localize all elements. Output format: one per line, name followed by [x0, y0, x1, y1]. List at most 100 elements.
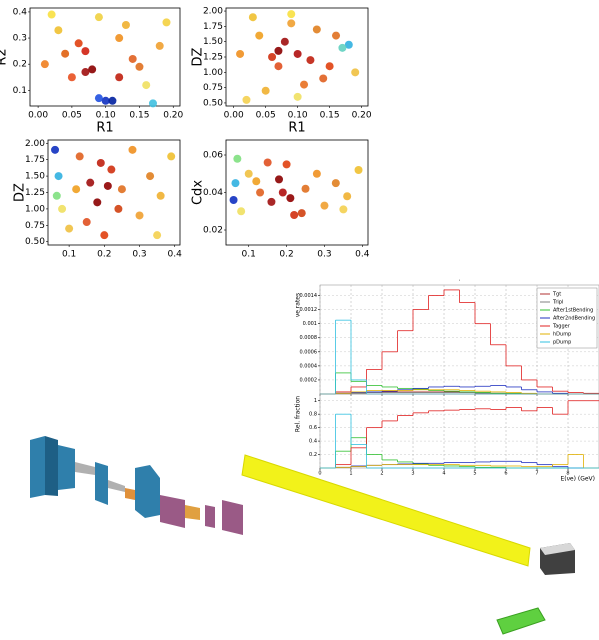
scatter-point — [268, 53, 276, 61]
legend-label: Tagger — [552, 324, 571, 330]
x-tick-label: 7 — [535, 471, 538, 477]
beam-pipe — [75, 462, 95, 475]
scatter-point — [95, 13, 103, 21]
x-tick-label: 0.2 — [279, 250, 293, 260]
y-tick-label: 0.6 — [309, 425, 317, 431]
y-tick-label: 0.2 — [309, 452, 317, 458]
x-tick-label: 0.15 — [320, 111, 340, 121]
legend-label: After1stBending — [553, 308, 593, 314]
x-tick-label: 0.20 — [352, 111, 372, 121]
x-axis-label: R1 — [96, 121, 113, 136]
scatter-point — [286, 194, 294, 202]
scatter-point — [242, 96, 250, 104]
y-tick-label: 0.001 — [303, 321, 317, 327]
scatter-point — [287, 10, 295, 18]
scatter-point — [262, 87, 270, 95]
y-axis-label: νe rates — [295, 293, 302, 317]
y-tick-label: 0.0014 — [300, 293, 318, 299]
x-tick-label: 2 — [380, 471, 383, 477]
scatter-point — [279, 189, 287, 197]
legend-label: Tgt — [552, 292, 561, 298]
scatter-point — [146, 172, 154, 180]
collimator — [185, 505, 200, 520]
scatter-point — [156, 42, 164, 50]
scatter-point — [300, 81, 308, 89]
y-tick-label: 1.75 — [203, 22, 223, 32]
x-tick-label: 0 — [318, 471, 321, 477]
x-tick-label: 1 — [349, 471, 352, 477]
scatter-point — [302, 185, 310, 193]
scatter-point — [68, 73, 76, 81]
legend-label: hDump — [553, 332, 571, 338]
y-axis-label: Cdx — [191, 180, 206, 205]
scatter-point — [86, 179, 94, 187]
y-tick-label: 0.50 — [203, 98, 223, 108]
scatter-point — [274, 62, 282, 70]
y-tick-label: 0.3 — [13, 34, 27, 44]
legend-label: Tripl — [552, 300, 563, 306]
detector — [497, 608, 545, 634]
scatter-point — [338, 44, 346, 52]
scatter-point — [118, 185, 126, 193]
scatter-point — [281, 38, 289, 46]
x-tick-label: 0.4 — [168, 250, 183, 260]
y-axis-label: R2 — [0, 48, 10, 65]
scatter-point — [136, 211, 144, 219]
scatter-point — [142, 81, 150, 89]
x-axis-label: E(νe) (GeV) — [560, 476, 595, 483]
scatter-point — [320, 202, 328, 210]
beam-pipe — [108, 480, 125, 492]
y-tick-label: 0.0008 — [300, 335, 318, 341]
scatter-point — [233, 155, 241, 163]
scatter-point — [115, 73, 123, 81]
scatter-point — [351, 68, 359, 76]
scatter-point — [93, 198, 101, 206]
scatter-point — [237, 207, 245, 215]
scatter-point — [267, 198, 275, 206]
plot-frame — [30, 8, 180, 106]
y-tick-label: 0.06 — [203, 151, 223, 161]
y-tick-label: 0.0012 — [300, 307, 318, 313]
y-tick-label: 1.75 — [25, 155, 45, 165]
decay-tunnel — [242, 455, 530, 566]
y-tick-label: 0.1 — [13, 86, 27, 96]
scatter-point — [230, 196, 238, 204]
y-tick-label: 0.8 — [309, 412, 317, 418]
dipole — [205, 505, 215, 528]
scatter-point — [122, 21, 130, 29]
scatter-point — [167, 152, 175, 160]
x-tick-label: 0.05 — [62, 111, 82, 121]
y-tick-label: 0.75 — [25, 221, 45, 231]
scatter-point — [294, 93, 302, 101]
scatter-point — [252, 177, 260, 185]
x-tick-label: 3 — [411, 471, 414, 477]
scatter-point — [55, 172, 63, 180]
scatter-point — [149, 99, 157, 107]
x-tick-label: 0.05 — [256, 111, 276, 121]
y-tick-label: 2.00 — [25, 139, 45, 149]
y-tick-label: 0.04 — [203, 188, 223, 198]
scatter-point — [298, 209, 306, 217]
scatter-point — [65, 225, 73, 233]
scatter-point — [290, 211, 298, 219]
scatter-point — [41, 60, 49, 68]
scatter-point — [81, 68, 89, 76]
x-tick-label: 0.10 — [288, 111, 308, 121]
scatter-point — [100, 231, 108, 239]
x-tick-label: 0.1 — [62, 250, 76, 260]
y-tick-label: 0.4 — [309, 439, 317, 445]
scatter-point — [48, 11, 56, 19]
scatter-point — [283, 160, 291, 168]
scatter-point — [287, 19, 295, 27]
y-tick-label: 1.00 — [25, 204, 45, 214]
magnet-block — [30, 436, 45, 498]
y-tick-label: 2.00 — [203, 7, 223, 17]
scatter-point — [153, 231, 161, 239]
scatter-point — [274, 47, 282, 55]
scatter-point — [61, 50, 69, 58]
scatter-point — [135, 63, 143, 71]
y-tick-label: 1.50 — [203, 37, 223, 47]
x-tick-label: 0.10 — [96, 111, 116, 121]
y-tick-label: 0.02 — [203, 226, 223, 236]
x-tick-label: 0.20 — [163, 111, 183, 121]
